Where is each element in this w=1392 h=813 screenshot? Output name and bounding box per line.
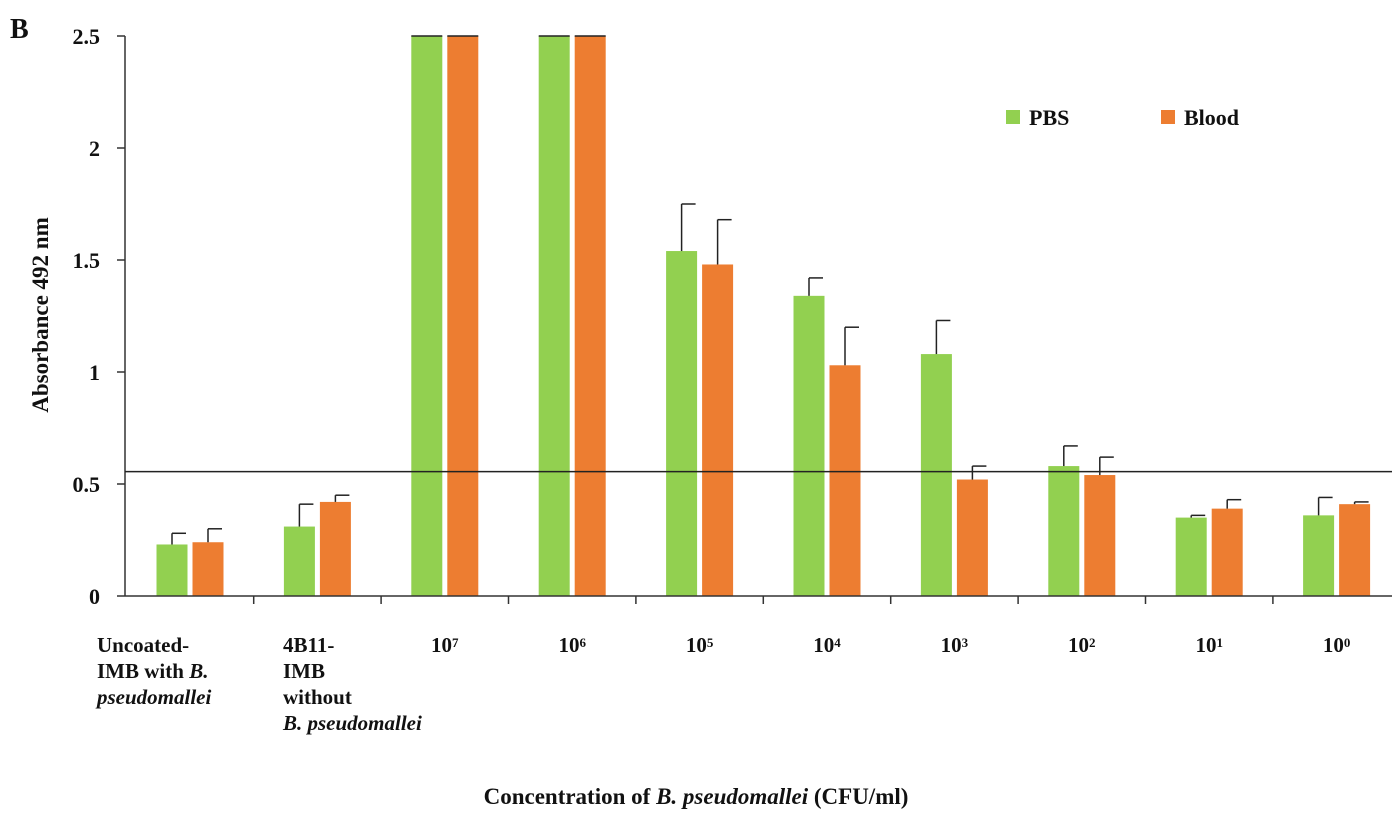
bar-pbs-2 [411,36,443,596]
x-tick-label-9: 100 [1322,633,1351,657]
y-tick-label: 0.5 [73,472,101,497]
bar-pbs-5 [793,295,825,596]
x-tick-label-6: 103 [940,633,969,657]
bar-pbs-1 [283,526,315,596]
x-tick-label-5: 104 [813,633,841,657]
legend-label-pbs: PBS [1029,105,1069,130]
x-axis-title-suffix: (CFU/ml) [808,784,909,809]
bar-pbs-3 [538,36,570,596]
bars-group [156,35,1371,597]
bar-blood-8 [1211,508,1243,596]
bar-pbs-9 [1303,515,1335,596]
y-tick-label: 1 [89,360,100,385]
x-tick-label-4: 105 [685,633,714,657]
y-tick-label: 2.5 [73,24,101,49]
bar-blood-3 [574,36,606,596]
bar-blood-6 [956,479,988,596]
x-tick-label-0: Uncoated- IMB with B. pseudomallei [97,633,212,709]
bar-pbs-8 [1175,517,1207,596]
legend-swatch-blood [1161,110,1175,124]
y-tick-label: 2 [89,136,100,161]
x-tick-label-7: 102 [1068,633,1096,657]
bar-pbs-0 [156,544,188,596]
bar-blood-4 [702,264,734,596]
bar-pbs-6 [920,354,952,596]
bar-blood-7 [1084,475,1116,596]
x-tick-label-3: 106 [558,633,586,657]
x-tick-label-2: 107 [431,633,459,657]
x-axis-title: Concentration of B. pseudomallei (CFU/ml… [0,784,1392,810]
bar-blood-9 [1339,504,1371,596]
x-tick-label-1: 4B11- IMB without B. pseudomallei [283,633,422,735]
y-tick-label: 1.5 [73,248,101,273]
bar-blood-0 [192,542,224,596]
x-tick-label-8: 101 [1195,633,1223,657]
legend-swatch-pbs [1006,110,1020,124]
x-axis-title-italic: B. pseudomallei [656,784,809,809]
bar-pbs-4 [666,251,698,597]
legend: PBS Blood [1006,105,1239,130]
y-axis-title: Absorbance 492 nm [28,217,53,413]
bar-blood-2 [447,36,479,596]
bar-pbs-7 [1048,466,1080,596]
axes-group: 0 0.5 1 1.5 2 2.5 [73,24,1392,609]
panel-letter: B [10,14,29,45]
bar-blood-1 [319,501,351,596]
bar-blood-5 [829,365,861,596]
legend-label-blood: Blood [1184,105,1239,130]
x-axis-title-prefix: Concentration of [483,784,657,809]
y-tick-label: 0 [89,584,100,609]
